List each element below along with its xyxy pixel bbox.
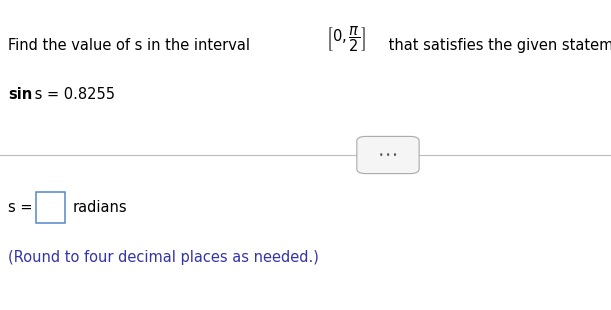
Text: Find the value of s in the interval: Find the value of s in the interval (8, 38, 255, 53)
Text: s = 0.8255: s = 0.8255 (30, 87, 115, 102)
Text: that satisfies the given statement.: that satisfies the given statement. (384, 38, 611, 53)
Text: $\left[0,\dfrac{\pi}{2}\right]$: $\left[0,\dfrac{\pi}{2}\right]$ (326, 24, 366, 54)
Text: radians: radians (73, 200, 127, 215)
Text: s =: s = (8, 200, 37, 215)
Text: • • •: • • • (379, 150, 397, 160)
Text: sin: sin (8, 87, 32, 102)
FancyBboxPatch shape (357, 136, 419, 174)
Text: (Round to four decimal places as needed.): (Round to four decimal places as needed.… (8, 250, 319, 265)
FancyBboxPatch shape (36, 192, 65, 223)
